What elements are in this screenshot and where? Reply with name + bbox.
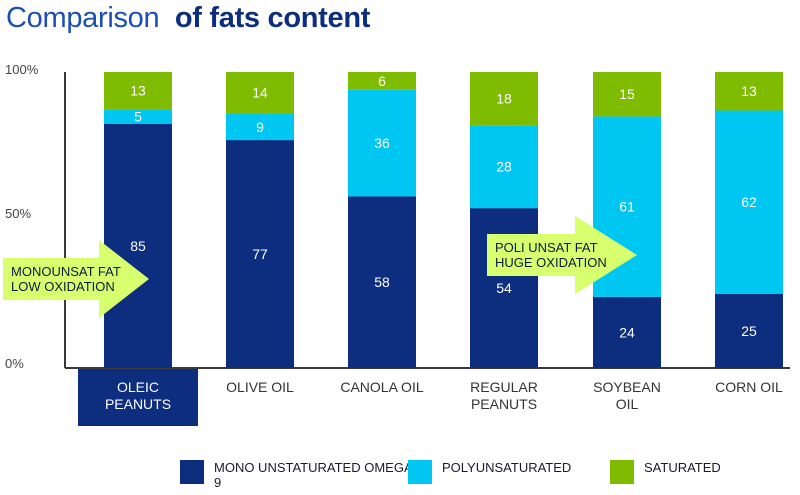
annotation-arrow-poly-shape — [487, 216, 637, 294]
data-label-poly: 28 — [496, 159, 512, 175]
bar-segment-mono — [348, 196, 416, 368]
bar-segment-poly — [226, 113, 294, 141]
x-category-label: SOYBEAN — [593, 379, 661, 395]
bar-segment-saturated — [470, 72, 538, 126]
bar-segment-saturated — [593, 72, 661, 117]
bar-segment-mono — [104, 123, 172, 369]
legend-label-mono: MONO UNSTATURATED OMEGA 9 — [214, 460, 412, 490]
x-category-label: CORN OIL — [715, 379, 783, 395]
x-category-label: PEANUTS — [105, 396, 171, 412]
annotation-arrow-mono-text: LOW OXIDATION — [11, 279, 115, 294]
chart-title-bold: of fats content — [174, 2, 371, 34]
bar-segment-poly — [470, 125, 538, 209]
chart-title-light: Comparison — [6, 2, 160, 34]
data-label-saturated: 15 — [619, 86, 635, 102]
x-category-label: OLEIC — [117, 379, 159, 395]
data-label-mono: 58 — [374, 274, 390, 290]
bar-segment-saturated — [104, 72, 172, 110]
legend-item-poly: POLYUNSATURATED — [408, 460, 642, 484]
annotation-arrow-poly-text: POLI UNSAT FAT — [495, 240, 598, 255]
data-label-mono: 24 — [619, 324, 635, 340]
bar-segment-poly — [348, 89, 416, 197]
data-label-mono: 54 — [496, 280, 512, 296]
legend-swatch-saturated — [610, 460, 634, 484]
data-label-saturated: 6 — [378, 73, 386, 89]
data-label-saturated: 18 — [496, 91, 512, 107]
data-label-poly: 62 — [741, 194, 757, 210]
annotation-arrow-mono-text: MONOUNSAT FAT — [11, 264, 121, 279]
data-label-poly: 5 — [134, 109, 142, 125]
data-label-poly: 61 — [619, 199, 635, 215]
data-label-mono: 25 — [741, 323, 757, 339]
y-tick-label: 100% — [5, 62, 39, 77]
data-label-saturated: 13 — [130, 83, 146, 99]
annotation-arrow-mono-shape — [3, 240, 149, 318]
x-category-label: OLIVE OIL — [226, 379, 294, 395]
legend-label-poly: POLYUNSATURATED — [442, 460, 572, 475]
data-label-poly: 36 — [374, 135, 390, 151]
chart-title: Comparison of fats content — [6, 2, 370, 35]
annotation-arrow-poly-text: HUGE OXIDATION — [495, 255, 607, 270]
y-tick-label: 50% — [5, 206, 31, 221]
category-highlight-box — [78, 369, 198, 426]
bar-segment-poly — [715, 110, 783, 294]
legend-item-saturated: SATURATED — [610, 460, 800, 484]
x-category-label: CANOLA OIL — [340, 379, 423, 395]
x-category-label: OIL — [616, 396, 639, 412]
data-label-mono: 77 — [252, 246, 268, 262]
legend-swatch-mono — [180, 460, 204, 484]
bar-segment-mono — [226, 140, 294, 368]
bar-segment-mono — [593, 296, 661, 368]
legend-item-mono: MONO UNSTATURATED OMEGA 9 — [180, 460, 414, 490]
data-label-saturated: 13 — [741, 83, 757, 99]
legend-label-saturated: SATURATED — [644, 460, 721, 475]
bar-segment-poly — [104, 109, 172, 124]
bar-segment-mono — [715, 294, 783, 368]
x-category-label: REGULAR — [470, 379, 538, 395]
bar-segment-saturated — [348, 72, 416, 90]
bar-segment-saturated — [226, 72, 294, 114]
data-label-poly: 9 — [256, 119, 264, 135]
bar-segment-saturated — [715, 72, 783, 111]
data-label-mono: 85 — [130, 238, 146, 254]
x-category-label: PEANUTS — [471, 396, 537, 412]
data-label-saturated: 14 — [252, 85, 268, 101]
legend-swatch-poly — [408, 460, 432, 484]
y-tick-label: 0% — [5, 356, 24, 371]
